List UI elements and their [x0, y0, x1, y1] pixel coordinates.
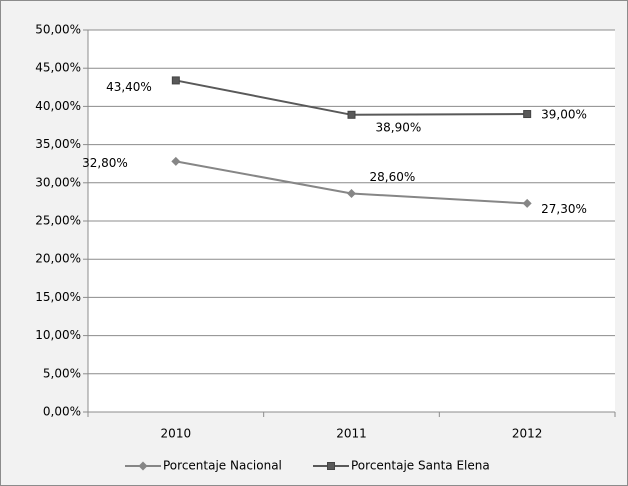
y-tick-label: 35,00%	[35, 137, 81, 151]
data-label: 38,90%	[376, 120, 422, 134]
y-tick-label: 10,00%	[35, 328, 81, 342]
y-tick-label: 50,00%	[35, 23, 81, 37]
point-marker	[522, 198, 532, 208]
point-marker	[171, 76, 180, 85]
legend-label: Porcentaje Nacional	[163, 459, 282, 473]
x-tick-label: 2012	[512, 427, 543, 441]
data-label: 28,60%	[370, 170, 416, 184]
x-tick-label: 2010	[161, 427, 192, 441]
y-tick-label: 5,00%	[43, 366, 81, 380]
data-label: 32,80%	[82, 156, 128, 170]
point-marker	[327, 462, 335, 470]
y-tick-label: 0,00%	[43, 405, 81, 419]
y-tick-label: 40,00%	[35, 99, 81, 113]
legend-label: Porcentaje Santa Elena	[351, 459, 490, 473]
point-marker	[523, 110, 532, 119]
point-marker	[347, 110, 356, 119]
data-label: 39,00%	[541, 108, 587, 122]
point-marker	[138, 461, 148, 471]
data-label: 27,30%	[541, 202, 587, 216]
x-tick-label: 2011	[336, 427, 367, 441]
point-marker	[347, 188, 356, 198]
point-marker	[171, 156, 181, 166]
y-tick-label: 15,00%	[35, 290, 81, 304]
y-tick-label: 30,00%	[35, 175, 81, 189]
y-tick-label: 25,00%	[35, 214, 81, 228]
y-tick-label: 20,00%	[35, 252, 81, 266]
y-tick-label: 45,00%	[35, 61, 81, 75]
data-label: 43,40%	[106, 80, 152, 94]
